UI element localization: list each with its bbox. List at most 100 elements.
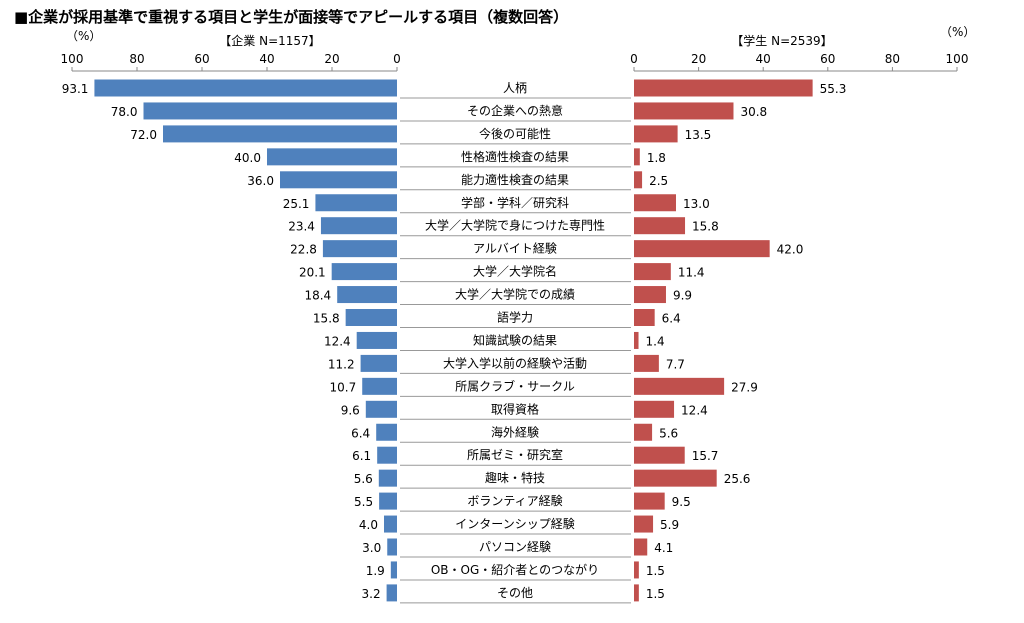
student-value-label: 15.8 <box>692 220 719 234</box>
student-value-label: 15.7 <box>692 449 719 463</box>
student-bar <box>634 148 640 166</box>
company-value-label: 6.4 <box>351 426 370 440</box>
student-value-label: 12.4 <box>681 403 708 417</box>
student-value-label: 13.5 <box>685 128 712 142</box>
left-tick-label: 60 <box>194 52 209 66</box>
student-value-label: 4.1 <box>654 541 673 555</box>
category-label: その企業への熱意 <box>467 103 563 118</box>
company-bar <box>337 286 397 304</box>
category-label: OB・OG・紹介者とのつながり <box>431 562 599 577</box>
category-label: 学部・学科／研究科 <box>461 195 569 210</box>
student-bar <box>634 217 686 235</box>
company-value-label: 5.5 <box>354 495 373 509</box>
student-value-label: 7.7 <box>666 357 685 371</box>
student-bar <box>634 561 639 579</box>
company-bar <box>390 561 397 579</box>
student-value-label: 11.4 <box>678 266 705 280</box>
company-value-label: 40.0 <box>234 151 261 165</box>
company-value-label: 93.1 <box>62 82 89 96</box>
company-bar <box>163 125 397 143</box>
left-unit-label: （%） <box>66 29 101 43</box>
company-value-label: 5.6 <box>354 472 373 486</box>
category-label: 取得資格 <box>491 401 539 416</box>
company-bar <box>280 171 397 189</box>
legend-student: 【学生 N=2539】 <box>731 33 832 48</box>
category-label: 所属クラブ・サークル <box>455 378 575 393</box>
category-label: 人柄 <box>503 81 527 95</box>
company-value-label: 23.4 <box>288 220 315 234</box>
student-bar <box>634 400 675 418</box>
category-label: 大学／大学院での成績 <box>455 287 575 302</box>
chart-title: ■企業が採用基準で重視する項目と学生が面接等でアピールする項目（複数回答） <box>14 8 568 26</box>
company-value-label: 78.0 <box>111 105 138 119</box>
company-value-label: 25.1 <box>283 197 310 211</box>
category-label: アルバイト経験 <box>473 241 557 256</box>
student-value-label: 1.5 <box>646 564 665 578</box>
left-tick-label: 80 <box>129 52 144 66</box>
company-bar <box>331 263 397 281</box>
right-tick-label: 0 <box>630 52 638 66</box>
student-value-label: 13.0 <box>683 197 710 211</box>
category-label: その他 <box>497 586 533 600</box>
company-bar <box>386 584 397 602</box>
category-label: 趣味・特技 <box>485 470 545 485</box>
company-value-label: 18.4 <box>304 289 331 303</box>
company-value-label: 3.2 <box>362 587 381 601</box>
company-bar <box>356 331 397 349</box>
student-value-label: 2.5 <box>649 174 668 188</box>
right-tick-label: 20 <box>691 52 706 66</box>
student-bar <box>634 194 676 212</box>
company-value-label: 1.9 <box>366 564 385 578</box>
student-bar <box>634 538 648 556</box>
company-bar <box>387 538 397 556</box>
student-value-label: 42.0 <box>777 243 804 257</box>
right-tick-label: 40 <box>756 52 771 66</box>
company-bar <box>315 194 397 212</box>
company-bar <box>143 102 397 120</box>
student-value-label: 25.6 <box>724 472 751 486</box>
company-bar <box>377 446 397 464</box>
company-bar <box>384 515 397 533</box>
category-label: 大学／大学院で身につけた専門性 <box>425 218 605 233</box>
student-bar <box>634 79 813 97</box>
left-tick-label: 0 <box>393 52 401 66</box>
company-value-label: 4.0 <box>359 518 378 532</box>
student-bar <box>634 102 734 120</box>
company-bar <box>322 240 397 258</box>
category-label: 所属ゼミ・研究室 <box>467 447 563 462</box>
student-value-label: 55.3 <box>820 82 847 96</box>
student-bar <box>634 515 654 533</box>
student-bar <box>634 469 717 487</box>
student-value-label: 1.5 <box>646 587 665 601</box>
category-label: 海外経験 <box>491 424 539 439</box>
legend-company: 【企業 N=1157】 <box>219 33 320 48</box>
left-tick-label: 40 <box>259 52 274 66</box>
category-label: 今後の可能性 <box>479 126 551 141</box>
company-value-label: 15.8 <box>313 312 340 326</box>
right-tick-label: 80 <box>885 52 900 66</box>
student-bar <box>634 309 655 326</box>
company-bar <box>267 148 397 166</box>
student-value-label: 30.8 <box>740 105 767 119</box>
right-tick-label: 60 <box>820 52 835 66</box>
company-bar <box>360 354 397 372</box>
category-label: 能力適性検査の結果 <box>461 172 569 187</box>
student-bar <box>634 240 770 258</box>
company-value-label: 9.6 <box>341 403 360 417</box>
student-value-label: 5.9 <box>660 518 679 532</box>
category-label: インターンシップ経験 <box>455 516 574 531</box>
company-bar <box>362 377 397 395</box>
category-label: 大学入学以前の経験や活動 <box>443 355 587 370</box>
company-value-label: 6.1 <box>352 449 371 463</box>
category-label: ボランティア経験 <box>467 493 562 508</box>
student-value-label: 1.4 <box>646 334 665 348</box>
category-label: パソコン経験 <box>479 539 551 554</box>
company-value-label: 72.0 <box>130 128 157 142</box>
student-bar <box>634 423 653 441</box>
category-label: 大学／大学院名 <box>473 264 557 279</box>
company-value-label: 11.2 <box>328 357 355 371</box>
student-value-label: 9.5 <box>672 495 691 509</box>
student-bar <box>634 125 678 143</box>
student-value-label: 5.6 <box>659 426 678 440</box>
